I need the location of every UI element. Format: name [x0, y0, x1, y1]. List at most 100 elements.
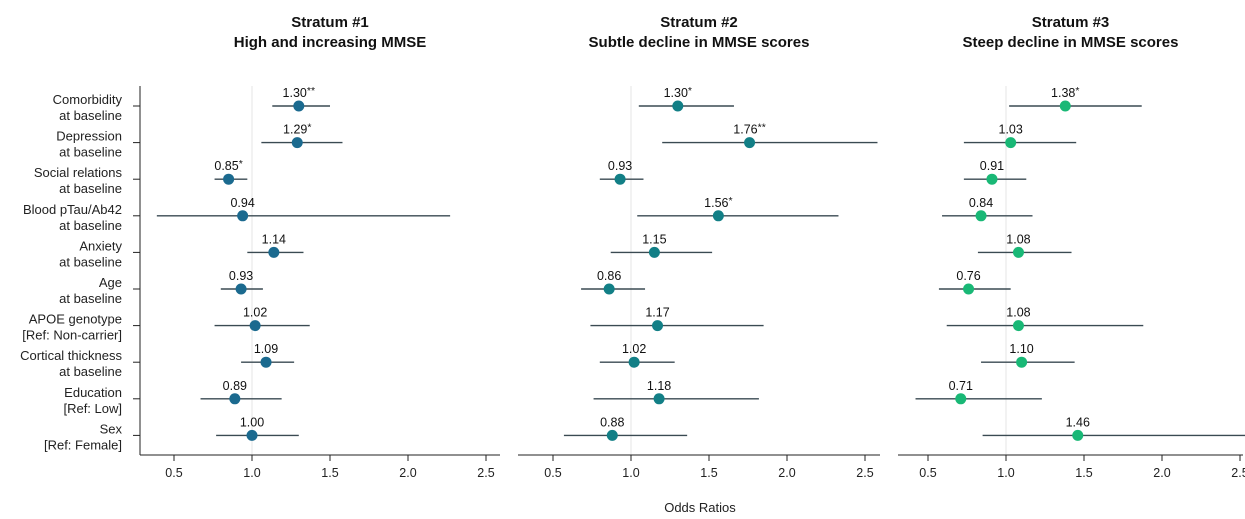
y-label-9-line1: Education	[64, 385, 122, 400]
y-label-5-line2: at baseline	[59, 254, 122, 269]
panel-3-point-6	[963, 283, 975, 295]
panel-1-value-label-1: 1.30**	[283, 85, 316, 100]
panel-1-point-2	[291, 137, 303, 149]
panel-3-value-label-1: 1.38*	[1051, 85, 1079, 100]
panel-3-point-4	[975, 210, 987, 222]
y-label-8-line2: at baseline	[59, 364, 122, 379]
panel-2-value-label-10: 0.88	[600, 415, 624, 429]
y-label-8-line1: Cortical thickness	[20, 348, 122, 363]
panel-1-title: Stratum #1	[291, 14, 369, 31]
panel-2-point-6	[603, 283, 615, 295]
panel-1-value-label-6: 0.93	[229, 269, 253, 283]
panel-3-point-1	[1059, 100, 1071, 112]
panel-3-value-label-3: 0.91	[980, 159, 1004, 173]
y-label-1-line2: at baseline	[59, 108, 122, 123]
panel-1-x-tick-label-1: 0.5	[165, 466, 182, 480]
panel-2-significance-2: **	[758, 122, 766, 134]
panel-1-value-label-10: 1.00	[240, 415, 264, 429]
panel-1-x-tick-label-4: 2.0	[399, 466, 416, 480]
y-label-7-line2: [Ref: Non-carrier]	[22, 328, 122, 343]
panel-2-x-tick-label-1: 0.5	[544, 466, 561, 480]
panel-1-value-label-5: 1.14	[262, 232, 286, 246]
panel-2-point-9	[653, 393, 665, 405]
panel-3-point-8	[1016, 356, 1028, 368]
panel-3-x-tick-label-5: 2.5	[1231, 466, 1245, 480]
panel-2-significance-1: *	[688, 85, 692, 97]
panel-3-significance-1: *	[1075, 85, 1079, 97]
panel-1-point-6	[235, 283, 247, 295]
panel-2-point-7	[652, 320, 664, 332]
panel-1-point-10	[246, 429, 258, 441]
panel-3-value-label-6: 0.76	[956, 269, 980, 283]
panel-3-value-label-5: 1.08	[1006, 232, 1030, 246]
y-label-3-line1: Social relations	[34, 165, 123, 180]
panel-1-value-label-4: 0.94	[230, 196, 254, 210]
panel-3-point-9	[955, 393, 967, 405]
panel-1-value-label-9: 0.89	[223, 379, 247, 393]
panel-2-value-label-6: 0.86	[597, 269, 621, 283]
panel-1-value-label-2: 1.29*	[283, 122, 311, 137]
panel-3-value-label-10: 1.46	[1066, 415, 1090, 429]
panel-2-point-4	[712, 210, 724, 222]
y-label-10-line2: [Ref: Female]	[44, 437, 122, 452]
panel-2-value-label-8: 1.02	[622, 342, 646, 356]
panel-3-value-label-2: 1.03	[999, 123, 1023, 137]
panel-3-x-tick-label-1: 0.5	[919, 466, 936, 480]
panel-1-subtitle: High and increasing MMSE	[234, 34, 427, 51]
panel-2-x-tick-label-5: 2.5	[856, 466, 873, 480]
panel-2-value-label-1: 1.30*	[664, 85, 692, 100]
panel-1-point-1	[293, 100, 305, 112]
y-label-1-line1: Comorbidity	[53, 92, 123, 107]
panel-2-point-2	[744, 137, 756, 149]
panel-1-value-label-8: 1.09	[254, 342, 278, 356]
panel-3-x-tick-label-2: 1.0	[997, 466, 1014, 480]
panel-3-x-tick-label-3: 1.5	[1075, 466, 1092, 480]
panel-2-point-5	[648, 246, 660, 258]
panel-1-significance-1: **	[307, 85, 315, 97]
panel-2-significance-4: *	[728, 195, 732, 207]
y-label-3-line2: at baseline	[59, 181, 122, 196]
panel-2-value-label-9: 1.18	[647, 379, 671, 393]
panel-1-x-tick-label-2: 1.0	[243, 466, 260, 480]
y-label-6-line1: Age	[99, 275, 122, 290]
y-label-4-line2: at baseline	[59, 218, 122, 233]
panel-2-point-8	[628, 356, 640, 368]
y-label-7-line1: APOE genotype	[29, 312, 122, 327]
y-label-2-line1: Depression	[56, 129, 122, 144]
panel-1-point-9	[229, 393, 241, 405]
panel-1-significance-2: *	[307, 122, 311, 134]
panel-1-value-label-7: 1.02	[243, 306, 267, 320]
panel-3-value-label-7: 1.08	[1006, 306, 1030, 320]
panel-2-value-label-4: 1.56*	[704, 195, 732, 210]
panel-3-point-2	[1005, 137, 1017, 149]
y-label-6-line2: at baseline	[59, 291, 122, 306]
panel-3-point-3	[986, 173, 998, 185]
panel-3-value-label-8: 1.10	[1009, 342, 1033, 356]
panel-1-point-5	[268, 246, 280, 258]
panel-2-x-tick-label-4: 2.0	[778, 466, 795, 480]
panel-2-point-1	[672, 100, 684, 112]
panel-3-point-5	[1012, 246, 1024, 258]
panel-3-point-10	[1072, 429, 1084, 441]
panel-2-value-label-7: 1.17	[645, 306, 669, 320]
panel-1-point-8	[260, 356, 272, 368]
panel-3-point-7	[1012, 320, 1024, 332]
panel-1-point-4	[237, 210, 249, 222]
panel-3-title: Stratum #3	[1032, 14, 1110, 31]
panel-2-point-10	[606, 429, 618, 441]
y-label-4-line1: Blood pTau/Ab42	[23, 202, 122, 217]
x-axis-title: Odds Ratios	[664, 500, 736, 515]
y-label-2-line2: at baseline	[59, 145, 122, 160]
panel-2-value-label-3: 0.93	[608, 159, 632, 173]
panel-2-value-label-2: 1.76**	[733, 122, 766, 137]
panel-2-title: Stratum #2	[660, 14, 738, 31]
panel-1-x-tick-label-3: 1.5	[321, 466, 338, 480]
panel-3-value-label-9: 0.71	[949, 379, 973, 393]
panel-3-value-label-4: 0.84	[969, 196, 993, 210]
panel-1-point-7	[249, 320, 261, 332]
panel-1-point-3	[223, 173, 235, 185]
panel-3-x-tick-label-4: 2.0	[1153, 466, 1170, 480]
panel-2-x-tick-label-2: 1.0	[622, 466, 639, 480]
